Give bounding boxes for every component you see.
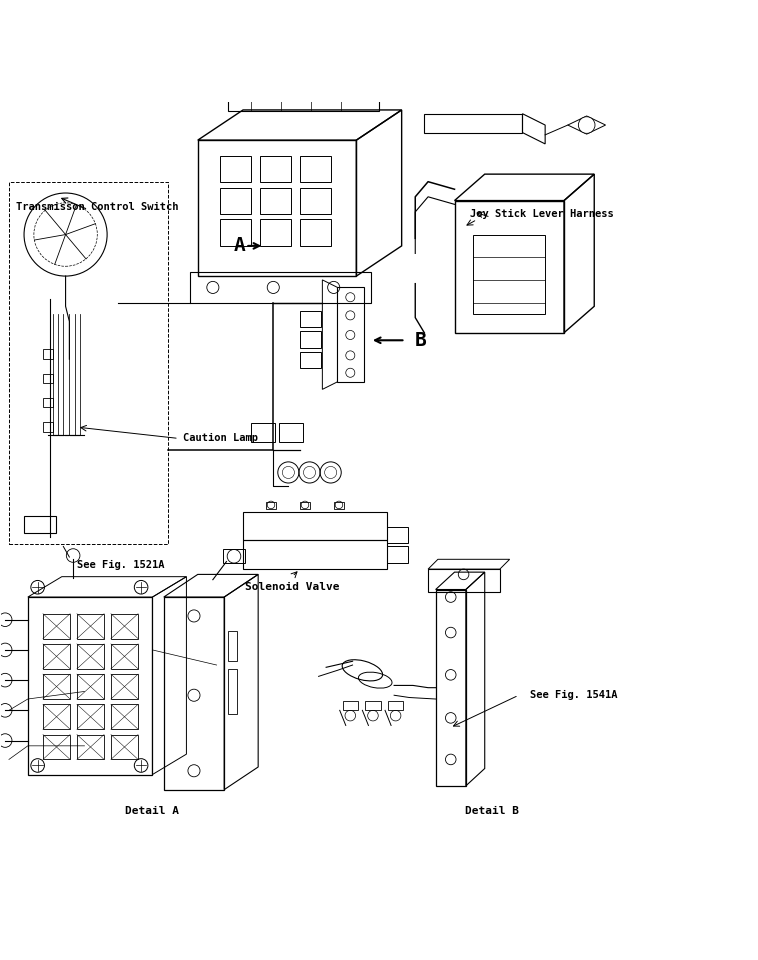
Text: Detail A: Detail A: [125, 806, 180, 816]
Bar: [77, 705, 104, 730]
Bar: [43, 421, 53, 432]
Bar: [221, 156, 251, 182]
Bar: [43, 734, 70, 759]
Bar: [299, 331, 321, 348]
Bar: [387, 527, 408, 543]
Bar: [228, 669, 237, 714]
Bar: [228, 631, 237, 661]
Bar: [343, 701, 358, 710]
Bar: [365, 701, 381, 710]
Bar: [224, 549, 245, 564]
Bar: [43, 397, 53, 407]
Bar: [251, 422, 275, 443]
Text: See Fig. 1541A: See Fig. 1541A: [530, 690, 618, 700]
Bar: [43, 705, 70, 730]
Text: Caution Lamp: Caution Lamp: [183, 434, 258, 444]
Bar: [111, 644, 138, 669]
Bar: [299, 351, 321, 369]
Bar: [43, 674, 70, 699]
Bar: [43, 349, 53, 359]
Text: Transmisson Control Switch: Transmisson Control Switch: [17, 202, 179, 212]
Bar: [334, 502, 344, 509]
Text: See Fig. 1521A: See Fig. 1521A: [77, 560, 164, 569]
Circle shape: [578, 117, 595, 133]
Bar: [43, 644, 70, 669]
Bar: [261, 188, 290, 214]
Bar: [111, 734, 138, 759]
Bar: [300, 220, 330, 246]
Bar: [261, 220, 290, 246]
Bar: [299, 502, 310, 509]
Bar: [266, 502, 276, 509]
Bar: [221, 220, 251, 246]
Bar: [77, 734, 104, 759]
Bar: [388, 701, 403, 710]
Text: B: B: [415, 331, 427, 349]
Bar: [387, 546, 408, 564]
Bar: [43, 613, 70, 638]
Bar: [111, 613, 138, 638]
Bar: [111, 674, 138, 699]
Bar: [221, 188, 251, 214]
Text: Joy Stick Lever Harness: Joy Stick Lever Harness: [470, 209, 613, 220]
Bar: [474, 234, 545, 314]
Bar: [300, 188, 330, 214]
Bar: [77, 674, 104, 699]
Bar: [300, 156, 330, 182]
Bar: [77, 644, 104, 669]
Bar: [299, 311, 321, 327]
Bar: [24, 516, 56, 533]
Bar: [279, 422, 303, 443]
Text: Solenoid Valve: Solenoid Valve: [245, 582, 340, 592]
Bar: [43, 373, 53, 383]
Bar: [77, 613, 104, 638]
Bar: [261, 156, 290, 182]
Bar: [111, 705, 138, 730]
Text: Detail B: Detail B: [465, 806, 519, 816]
Text: A: A: [233, 236, 245, 255]
